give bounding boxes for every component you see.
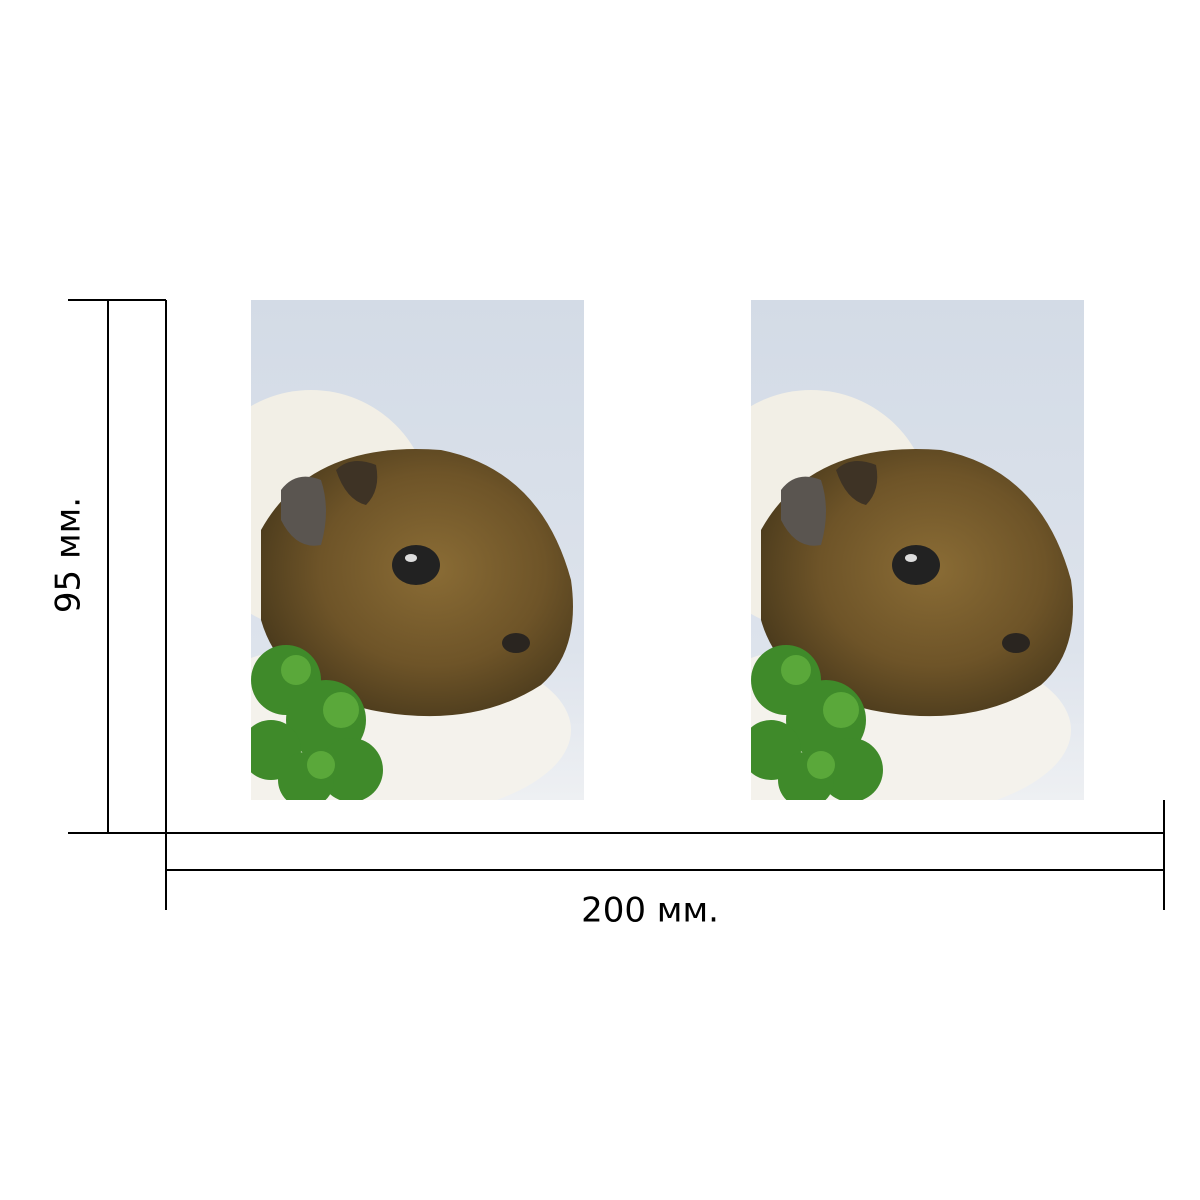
product-photo [171,300,584,820]
width-label: 200 мм. [581,891,719,931]
width-dimension: 200 мм. [165,800,1165,931]
product-photo [671,300,1084,820]
height-label: 95 мм. [49,497,89,613]
height-dimension: 95 мм. [49,299,167,834]
